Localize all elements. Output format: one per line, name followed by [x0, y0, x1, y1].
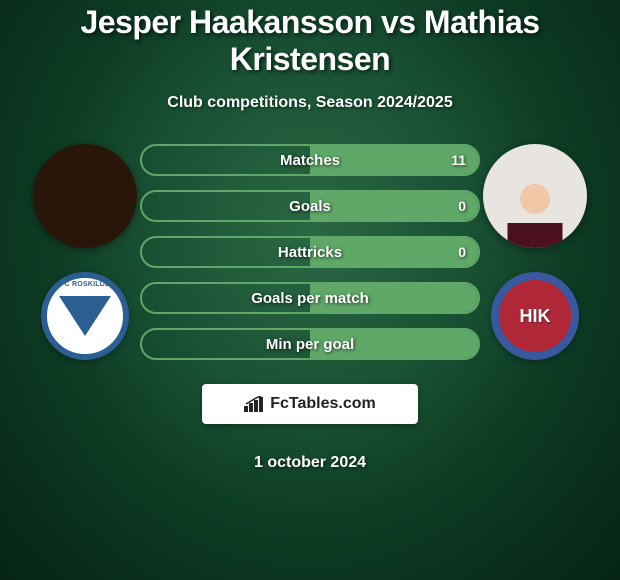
stat-label: Goals per match — [251, 290, 369, 307]
chart-icon — [244, 396, 264, 412]
comparison-date: 1 october 2024 — [254, 454, 366, 472]
branding-text: FcTables.com — [270, 395, 376, 413]
stat-value-right: 11 — [451, 152, 466, 168]
player-photo-right — [483, 144, 587, 248]
comparison-title: Jesper Haakansson vs Mathias Kristensen — [0, 4, 620, 78]
stat-label: Matches — [280, 152, 340, 169]
club-logo-right — [491, 272, 579, 360]
stat-value-right: 0 — [458, 244, 466, 260]
branding-badge: FcTables.com — [202, 384, 418, 424]
player-photo-left — [33, 144, 137, 248]
stat-row-goals: Goals 0 — [140, 190, 480, 222]
stats-area: Matches 11 Goals 0 Hattricks 0 Goals per… — [0, 144, 620, 472]
stat-row-hattricks: Hattricks 0 — [140, 236, 480, 268]
right-column — [480, 144, 590, 360]
comparison-subtitle: Club competitions, Season 2024/2025 — [167, 94, 452, 112]
stats-center: Matches 11 Goals 0 Hattricks 0 Goals per… — [140, 144, 480, 472]
stat-label: Hattricks — [278, 244, 342, 261]
stat-label: Min per goal — [266, 336, 354, 353]
stat-value-right: 0 — [458, 198, 466, 214]
stat-row-min-per-goal: Min per goal — [140, 328, 480, 360]
stat-row-matches: Matches 11 — [140, 144, 480, 176]
club-logo-left — [41, 272, 129, 360]
stat-label: Goals — [289, 198, 331, 215]
stat-row-goals-per-match: Goals per match — [140, 282, 480, 314]
left-column — [30, 144, 140, 360]
